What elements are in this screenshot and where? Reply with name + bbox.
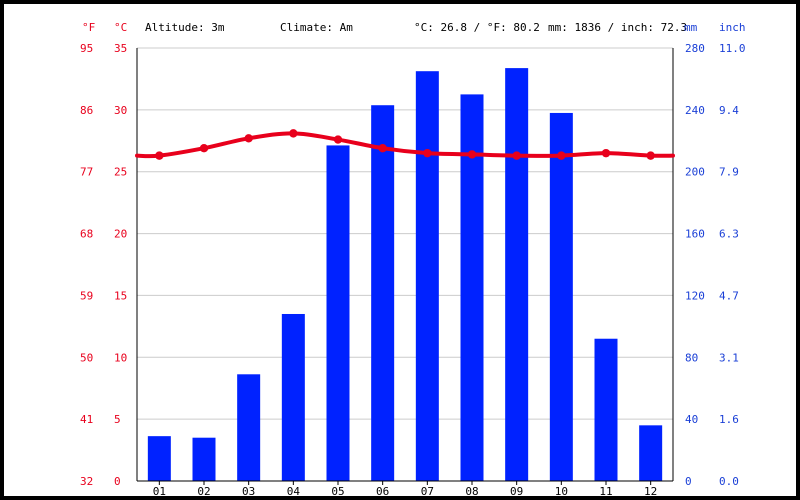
precipitation-bar [415,71,439,482]
month-label: 05 [331,485,344,496]
altitude-label: Altitude: 3m [145,21,225,34]
climate-chart-frame: 32 0 0 0.0 41 5 40 1.6 50 10 80 3.1 59 15 120 4.7 68 20 16… [4,4,796,496]
tick-label-celsius: 20 [114,228,127,241]
precipitation-bar [460,94,484,482]
tick-label-fahrenheit: 32 [80,475,93,488]
tick-label-inch: 4.7 [719,289,739,302]
temperature-point [423,148,432,158]
month-label: 06 [376,485,389,496]
precipitation-summary: mm: 1836 / inch: 72.3 [548,21,687,34]
unit-celsius-label: °C [114,21,127,34]
precipitation-bar [192,437,216,481]
month-label: 03 [242,485,255,496]
tick-label-fahrenheit: 68 [80,228,93,241]
tick-label-celsius: 25 [114,166,127,179]
tick-label-fahrenheit: 59 [80,289,93,302]
unit-fahrenheit-label: °F [82,21,95,34]
grid-lines [137,47,673,420]
temperature-point [333,135,343,144]
month-label: 12 [644,485,657,496]
month-label: 11 [599,485,612,496]
tick-label-inch: 0.0 [719,475,739,488]
temperature-point [289,129,298,138]
temperature-point [244,134,253,143]
tick-label-inch: 1.6 [719,413,739,426]
tick-label-inch: 9.4 [719,104,739,117]
tick-label-inch: 7.9 [719,166,739,179]
temperature-point [601,148,611,158]
tick-label-fahrenheit: 86 [80,104,93,117]
month-label: 09 [510,485,523,496]
precipitation-bar [505,68,529,481]
precipitation-bars [147,68,663,482]
temperature-point [467,150,477,159]
tick-label-fahrenheit: 41 [80,413,93,426]
temperature-point [646,151,655,160]
tick-label-fahrenheit: 95 [80,42,93,55]
unit-mm-label: mm [684,21,698,34]
tick-label-mm: 200 [685,166,705,179]
climate-chart: 32 0 0 0.0 41 5 40 1.6 50 10 80 3.1 59 15 120 4.7 68 20 16… [80,21,746,496]
temperature-summary: °C: 26.8 / °F: 80.2 [414,21,540,34]
tick-label-mm: 80 [685,351,698,364]
precipitation-bar [237,374,261,481]
month-label: 10 [555,485,568,496]
tick-label-inch: 6.3 [719,228,739,241]
temperature-point [512,151,521,160]
precipitation-bar [147,436,171,481]
tick-label-celsius: 10 [114,351,127,364]
precipitation-bar [639,425,663,481]
precipitation-bar [371,105,395,481]
tick-label-mm: 0 [685,475,692,488]
temperature-curve [135,131,675,159]
tick-label-mm: 240 [685,104,705,117]
tick-label-mm: 120 [685,289,705,302]
month-label: 04 [287,485,301,496]
month-label: 02 [197,485,210,496]
temperature-point [155,151,164,160]
precipitation-bar [549,112,573,481]
tick-label-celsius: 5 [114,413,121,426]
temperature-point [557,151,566,160]
tick-label-mm: 160 [685,228,705,241]
unit-inch-label: inch [719,21,746,34]
month-label: 01 [153,485,166,496]
precipitation-bar [326,145,350,482]
tick-label-celsius: 0 [114,475,121,488]
month-label: 08 [465,485,478,496]
tick-label-mm: 280 [685,42,705,55]
temperature-line [135,129,675,160]
climate-label: Climate: Am [280,21,353,34]
tick-label-celsius: 30 [114,104,127,117]
tick-labels: 32 0 0 0.0 41 5 40 1.6 50 10 80 3.1 59 15 120 4.7 68 20 16… [80,42,746,496]
temperature-point [378,144,387,153]
temperature-point [199,144,209,153]
month-label: 07 [421,485,434,496]
tick-label-fahrenheit: 50 [80,351,93,364]
precipitation-bar [594,338,618,481]
tick-label-fahrenheit: 77 [80,166,93,179]
tick-label-celsius: 15 [114,289,127,302]
tick-label-mm: 40 [685,413,698,426]
precipitation-bar [281,313,305,481]
axes [136,48,674,485]
tick-label-inch: 3.1 [719,351,739,364]
tick-label-inch: 11.0 [719,42,746,55]
tick-label-celsius: 35 [114,42,127,55]
